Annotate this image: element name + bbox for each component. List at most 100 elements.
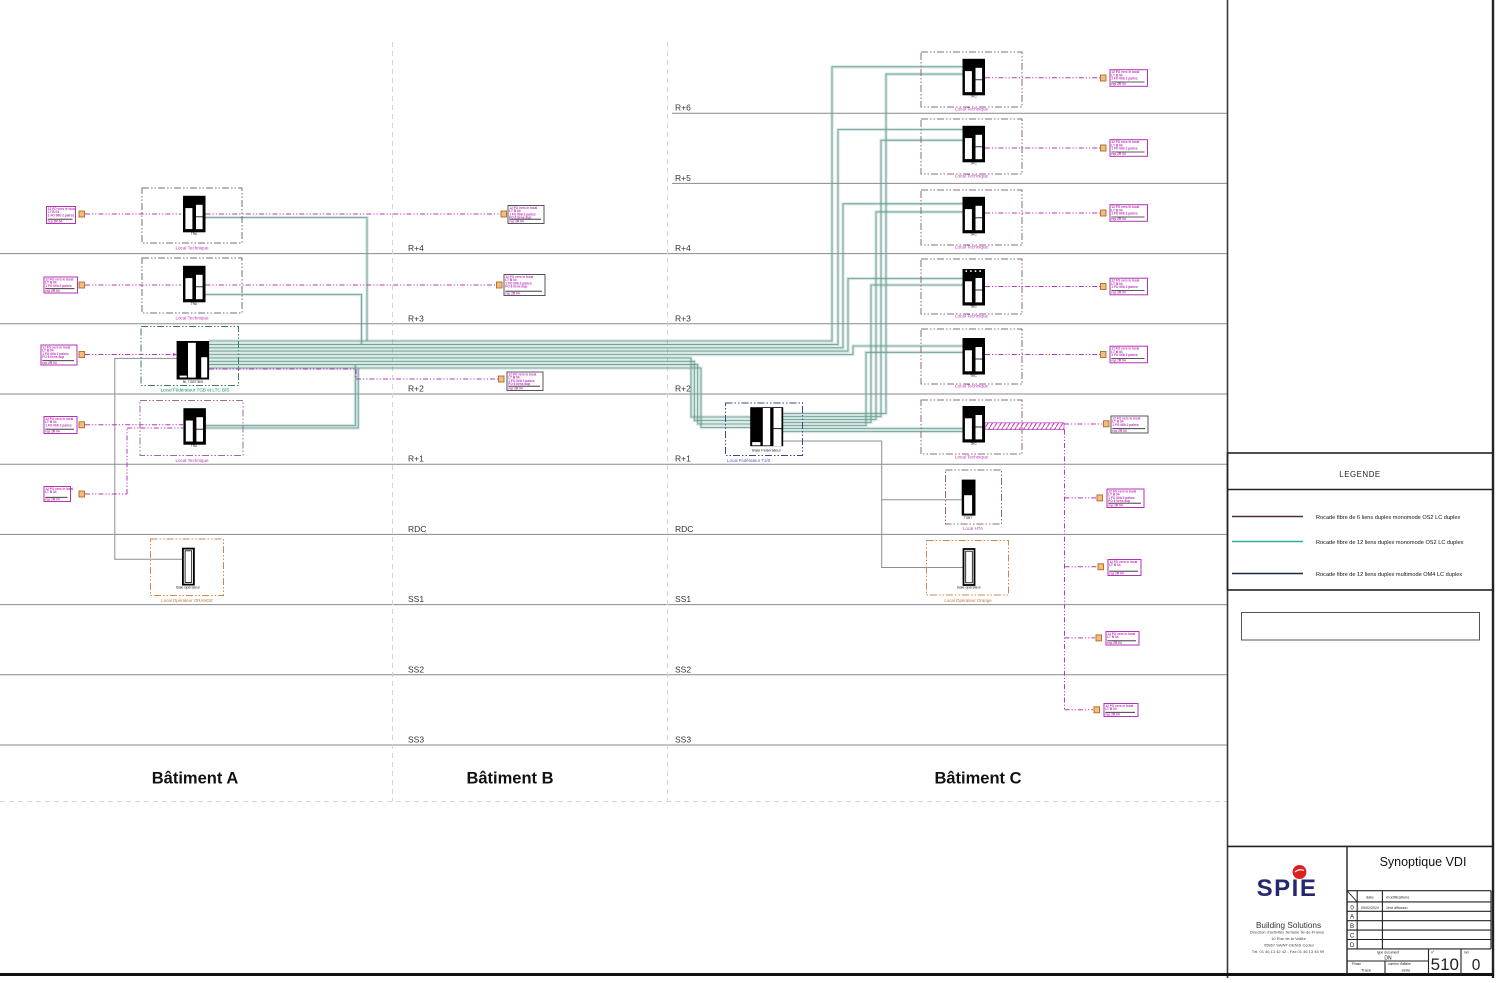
svg-text:1 FO 06b 2 paires: 1 FO 06b 2 paires: [42, 352, 69, 356]
svg-text:numéro d'affaire: numéro d'affaire: [1388, 962, 1411, 966]
svg-text:12 FO vers le local: 12 FO vers le local: [1107, 632, 1135, 636]
svg-text:rep 2R 04: rep 2R 04: [45, 289, 60, 293]
svg-text:FO 6 liens dup: FO 6 liens dup: [505, 285, 527, 289]
svg-text:LT B 04: LT B 04: [1112, 420, 1124, 424]
svg-text:12 FO vers le local: 12 FO vers le local: [1109, 560, 1137, 564]
svg-text:R+2: R+2: [408, 384, 424, 394]
svg-text:LT B 04: LT B 04: [48, 210, 60, 214]
svg-text:Local HTA: Local HTA: [963, 526, 983, 531]
svg-text:Bâtiment B: Bâtiment B: [466, 770, 553, 788]
svg-text:0: 0: [1472, 957, 1481, 974]
svg-text:RDC: RDC: [675, 524, 693, 534]
svg-text:Local Technique: Local Technique: [955, 107, 989, 112]
svg-text:Baie Fédérateur: Baie Fédérateur: [752, 447, 781, 452]
svg-text:DN: DN: [1384, 955, 1392, 961]
svg-text:95867 SAINT-DENIS Cedex: 95867 SAINT-DENIS Cedex: [1264, 942, 1314, 947]
svg-text:R+3: R+3: [675, 313, 691, 323]
svg-text:rep 2R 04: rep 2R 04: [48, 219, 63, 223]
svg-text:rep 2R 04: rep 2R 04: [1112, 429, 1127, 433]
svg-text:R+1: R+1: [408, 454, 424, 464]
svg-text:BL TGBT/B/S: BL TGBT/B/S: [183, 380, 204, 384]
svg-text:A: A: [1350, 914, 1355, 921]
svg-text:modifications: modifications: [1386, 894, 1409, 899]
svg-text:C: C: [1350, 933, 1355, 940]
svg-text:SS3: SS3: [675, 735, 691, 745]
svg-text:LT B 04: LT B 04: [1111, 282, 1123, 286]
svg-text:n°: n°: [1431, 950, 1435, 954]
svg-text:LT B 04: LT B 04: [509, 209, 521, 213]
svg-text:R+4: R+4: [675, 243, 691, 253]
svg-text:12 FO vers le local: 12 FO vers le local: [42, 345, 70, 349]
svg-text:R+3: R+3: [408, 313, 424, 323]
svg-text:Phase: Phase: [1352, 962, 1361, 966]
svg-text:LT B 04: LT B 04: [45, 281, 57, 285]
svg-text:rep 2R 04: rep 2R 04: [505, 291, 520, 295]
svg-text:TRC: TRC: [970, 305, 977, 309]
svg-text:1 FO 06b 2 paires: 1 FO 06b 2 paires: [1111, 285, 1138, 289]
svg-text:rep 2R 04: rep 2R 04: [1111, 152, 1126, 156]
svg-text:FO 6 liens dup: FO 6 liens dup: [42, 355, 64, 359]
svg-text:rep 2R 04: rep 2R 04: [42, 361, 57, 365]
svg-text:LT B 04: LT B 04: [1109, 563, 1121, 567]
svg-text:rep 2R 04: rep 2R 04: [509, 219, 524, 223]
svg-text:LT B 04: LT B 04: [1111, 208, 1123, 212]
svg-text:1 FO 06b 2 paires: 1 FO 06b 2 paires: [1111, 212, 1138, 216]
svg-text:12 FO vers le local: 12 FO vers le local: [48, 207, 76, 211]
svg-text:Synoptique VDI: Synoptique VDI: [1380, 855, 1467, 869]
svg-text:LT B 04: LT B 04: [45, 490, 57, 494]
svg-text:10 Rue de la Vallée: 10 Rue de la Vallée: [1271, 936, 1306, 941]
svg-text:FO 6 liens dup: FO 6 liens dup: [509, 216, 531, 220]
svg-text:Direction d'activités Tertiair: Direction d'activités Tertiaire Île-de-F…: [1250, 930, 1325, 935]
svg-text:09/02/2024: 09/02/2024: [1361, 906, 1379, 910]
svg-text:ind: ind: [1464, 950, 1469, 954]
svg-text:Tracé: Tracé: [1361, 968, 1372, 973]
svg-text:12 FO vers le local: 12 FO vers le local: [1111, 70, 1139, 74]
svg-text:D: D: [1350, 942, 1355, 949]
svg-text:1 FO 06b 2 paires: 1 FO 06b 2 paires: [1111, 77, 1138, 81]
svg-text:TRA: TRA: [191, 444, 198, 448]
svg-text:SS2: SS2: [675, 664, 691, 674]
svg-text:rep 2R 04: rep 2R 04: [45, 429, 60, 433]
svg-text:rep 2R 04: rep 2R 04: [1111, 291, 1126, 295]
svg-text:12 FO vers le local: 12 FO vers le local: [1112, 416, 1140, 420]
svg-text:Local Fédérateur T1/8: Local Fédérateur T1/8: [727, 458, 771, 463]
svg-text:TRC: TRC: [970, 95, 977, 99]
svg-text:12 FO vers le local: 12 FO vers le local: [45, 417, 73, 421]
svg-text:1 FO 06b 2 paires: 1 FO 06b 2 paires: [45, 284, 72, 288]
svg-text:R+1: R+1: [675, 454, 691, 464]
svg-text:date: date: [1366, 894, 1375, 899]
svg-text:LT B 04: LT B 04: [1111, 143, 1123, 147]
svg-text:rep 2R 04: rep 2R 04: [1111, 217, 1126, 221]
svg-text:1ère diffusion: 1ère diffusion: [1386, 906, 1408, 910]
svg-text:Baie opérateur: Baie opérateur: [176, 586, 200, 590]
svg-text:Local Technique: Local Technique: [955, 314, 989, 319]
svg-text:SS1: SS1: [675, 594, 691, 604]
svg-text:12 FO vers le local: 12 FO vers le local: [45, 487, 73, 491]
svg-text:SPIE: SPIE: [1257, 875, 1318, 902]
svg-text:Building Solutions: Building Solutions: [1256, 921, 1321, 930]
svg-text:rep 2R 04: rep 2R 04: [1107, 641, 1122, 645]
svg-text:B: B: [1350, 923, 1354, 930]
svg-text:Local Technique: Local Technique: [175, 458, 209, 463]
svg-text:rep 2R 04: rep 2R 04: [1111, 82, 1126, 86]
svg-text:Bâtiment A: Bâtiment A: [152, 770, 239, 788]
svg-text:TRC: TRC: [970, 374, 977, 378]
svg-text:TRA: TRA: [191, 232, 198, 236]
svg-text:Local Technique: Local Technique: [175, 246, 209, 251]
svg-text:12 FO vers le local: 12 FO vers le local: [509, 206, 537, 210]
svg-text:1 FO 06b 2 paires: 1 FO 06b 2 paires: [505, 281, 532, 285]
svg-text:1 FO 06b 2 paires: 1 FO 06b 2 paires: [1108, 496, 1135, 500]
svg-text:12 FO vers le local: 12 FO vers le local: [1111, 347, 1139, 351]
svg-text:Local Technique: Local Technique: [955, 245, 989, 250]
svg-text:LT B 04: LT B 04: [1105, 707, 1117, 711]
svg-text:12 FO vers le local: 12 FO vers le local: [508, 372, 536, 376]
svg-text:R+2: R+2: [675, 384, 691, 394]
svg-text:12 FO vers le local: 12 FO vers le local: [1108, 489, 1136, 493]
svg-text:1 FO 06b 2 paires: 1 FO 06b 2 paires: [509, 212, 536, 216]
svg-text:1 FO 06b 2 paires: 1 FO 06b 2 paires: [1111, 147, 1138, 151]
svg-text:SS2: SS2: [408, 664, 424, 674]
svg-text:Rocade fibre de 12 liens duple: Rocade fibre de 12 liens duplex monomode…: [1316, 540, 1464, 546]
svg-text:SS1: SS1: [408, 594, 424, 604]
svg-text:série: série: [1402, 968, 1411, 973]
svg-text:LT B 04: LT B 04: [1108, 493, 1120, 497]
